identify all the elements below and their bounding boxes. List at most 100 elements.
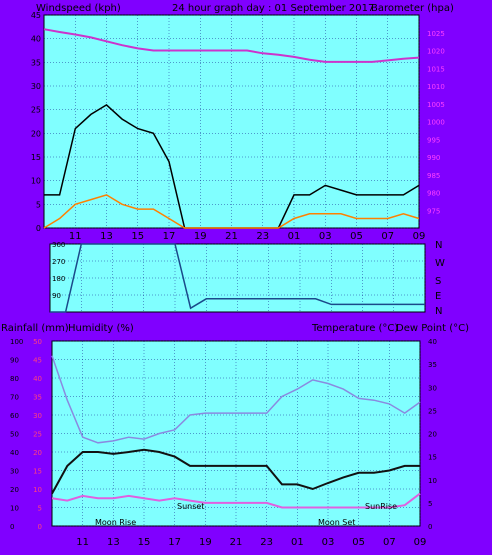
dewpoint-line	[51, 492, 421, 509]
rainfall-y-tick-label: 15	[33, 468, 42, 476]
x-tick-label-bottom: 01	[291, 537, 304, 548]
sunset-label: Sunset	[177, 502, 204, 511]
grid-lines	[44, 14, 426, 527]
x-tick-label-top: 19	[194, 231, 207, 242]
x-tick-label-top: 17	[163, 231, 176, 242]
baro-y-tick-label: 975	[427, 207, 440, 215]
x-tick-label-top: 13	[100, 231, 113, 242]
wind-axis-title: Windspeed (kph)	[36, 3, 121, 14]
direction-line	[50, 243, 425, 313]
x-tick-label-bottom: 11	[76, 537, 89, 548]
temp-y-tick-label: 30	[428, 384, 437, 392]
wind-y-tick-label: 0	[36, 224, 41, 233]
rainfall-y-tick-label: 25	[33, 431, 42, 439]
baro-y-tick-label: 985	[427, 172, 440, 180]
baro-y-tick-label: 995	[427, 136, 440, 144]
dir-y-tick-label: 270	[52, 258, 65, 266]
baro-y-tick-label: 1010	[427, 83, 445, 91]
temp-y-tick-label: 10	[428, 477, 437, 485]
moonrise-label: Moon Rise	[95, 518, 136, 527]
x-tick-label-bottom: 13	[107, 537, 120, 548]
baro-y-tick-label: 1005	[427, 101, 445, 109]
chart-marks	[43, 28, 425, 509]
humidity-line	[51, 355, 421, 444]
compass-n-top: N	[435, 240, 442, 251]
x-tick-label-bottom: 21	[230, 537, 243, 548]
temp-y-tick-label: 15	[428, 454, 437, 462]
baro-y-tick-label: 980	[427, 190, 440, 198]
compass-n-bottom: N	[435, 306, 442, 317]
x-tick-label-top: 01	[288, 231, 301, 242]
humidity-y-tick-label: 70	[10, 394, 19, 402]
rainfall-axis-title: Rainfall (mm)	[1, 323, 69, 334]
x-tick-label-top: 23	[256, 231, 269, 242]
baro-y-tick-label: 1015	[427, 65, 445, 73]
baro-y-tick-label: 990	[427, 154, 440, 162]
humidity-y-tick-label: 40	[10, 449, 19, 457]
x-tick-label-bottom: 23	[260, 537, 273, 548]
x-tick-label-bottom: 09	[414, 537, 427, 548]
dir-y-tick-label: 360	[52, 241, 65, 249]
compass-s: S	[435, 276, 441, 287]
rainfall-y-tick-label: 0	[38, 523, 42, 531]
rainfall-y-tick-label: 20	[33, 449, 42, 457]
rainfall-y-tick-label: 30	[33, 412, 42, 420]
x-tick-label-top: 09	[413, 231, 426, 242]
humidity-y-tick-label: 100	[10, 338, 23, 346]
humidity-y-tick-label: 30	[10, 468, 19, 476]
wind-y-tick-label: 20	[31, 129, 41, 138]
rainfall-y-tick-label: 40	[33, 375, 42, 383]
moonset-label: Moon Set	[318, 518, 355, 527]
humidity-y-tick-label: 90	[10, 357, 19, 365]
barometer-line	[43, 28, 420, 63]
temperature-axis-title: Temperature (°C)	[311, 323, 398, 334]
humidity-y-tick-label: 60	[10, 412, 19, 420]
dir-y-tick-label: 90	[52, 292, 61, 300]
axis-labels: 0510152025303540459759809859909951000100…	[10, 11, 445, 548]
temp-y-tick-label: 25	[428, 407, 437, 415]
x-tick-label-bottom: 03	[322, 537, 335, 548]
rainfall-y-tick-label: 45	[33, 357, 42, 365]
temp-y-tick-label: 40	[428, 338, 437, 346]
dir-y-tick-label: 180	[52, 275, 65, 283]
baro-y-tick-label: 1025	[427, 30, 445, 38]
x-tick-label-top: 11	[69, 231, 82, 242]
wind-y-tick-label: 5	[36, 200, 41, 209]
temp-y-tick-label: 5	[428, 500, 432, 508]
x-tick-label-bottom: 07	[383, 537, 396, 548]
rainfall-y-tick-label: 10	[33, 486, 42, 494]
baro-y-tick-label: 1000	[427, 119, 445, 127]
wind-y-tick-label: 40	[31, 35, 41, 44]
humidity-y-tick-label: 80	[10, 375, 19, 383]
sunrise-label: SunRise	[365, 502, 397, 511]
graph-title: 24 hour graph day : 01 September 2017	[172, 3, 374, 14]
humidity-y-tick-label: 10	[10, 505, 19, 513]
dewpoint-axis-title: Dew Point (°C)	[396, 323, 469, 334]
x-tick-label-top: 03	[319, 231, 332, 242]
temp-y-tick-label: 20	[428, 431, 437, 439]
wind-y-tick-label: 45	[31, 11, 41, 20]
x-tick-label-top: 15	[131, 231, 144, 242]
wind-y-tick-label: 15	[31, 153, 41, 162]
wind-y-tick-label: 25	[31, 106, 41, 115]
x-tick-label-bottom: 05	[352, 537, 365, 548]
compass-w: W	[435, 258, 445, 269]
x-tick-label-bottom: 17	[168, 537, 181, 548]
rainfall-y-tick-label: 35	[33, 394, 42, 402]
wind-y-tick-label: 10	[31, 177, 41, 186]
x-tick-label-top: 07	[381, 231, 394, 242]
rainfall-y-tick-label: 5	[38, 505, 42, 513]
baro-y-tick-label: 1020	[427, 48, 445, 56]
temperature-line	[51, 448, 420, 495]
humidity-y-tick-label: 50	[10, 431, 19, 439]
rainfall-y-tick-label: 50	[33, 338, 42, 346]
temp-y-tick-label: 0	[428, 523, 432, 531]
gust-line	[43, 194, 420, 229]
wind-y-tick-label: 30	[31, 82, 41, 91]
x-tick-label-top: 21	[225, 231, 238, 242]
baro-axis-title: Barometer (hpa)	[371, 3, 454, 14]
x-tick-label-bottom: 15	[138, 537, 151, 548]
temp-y-tick-label: 35	[428, 361, 437, 369]
